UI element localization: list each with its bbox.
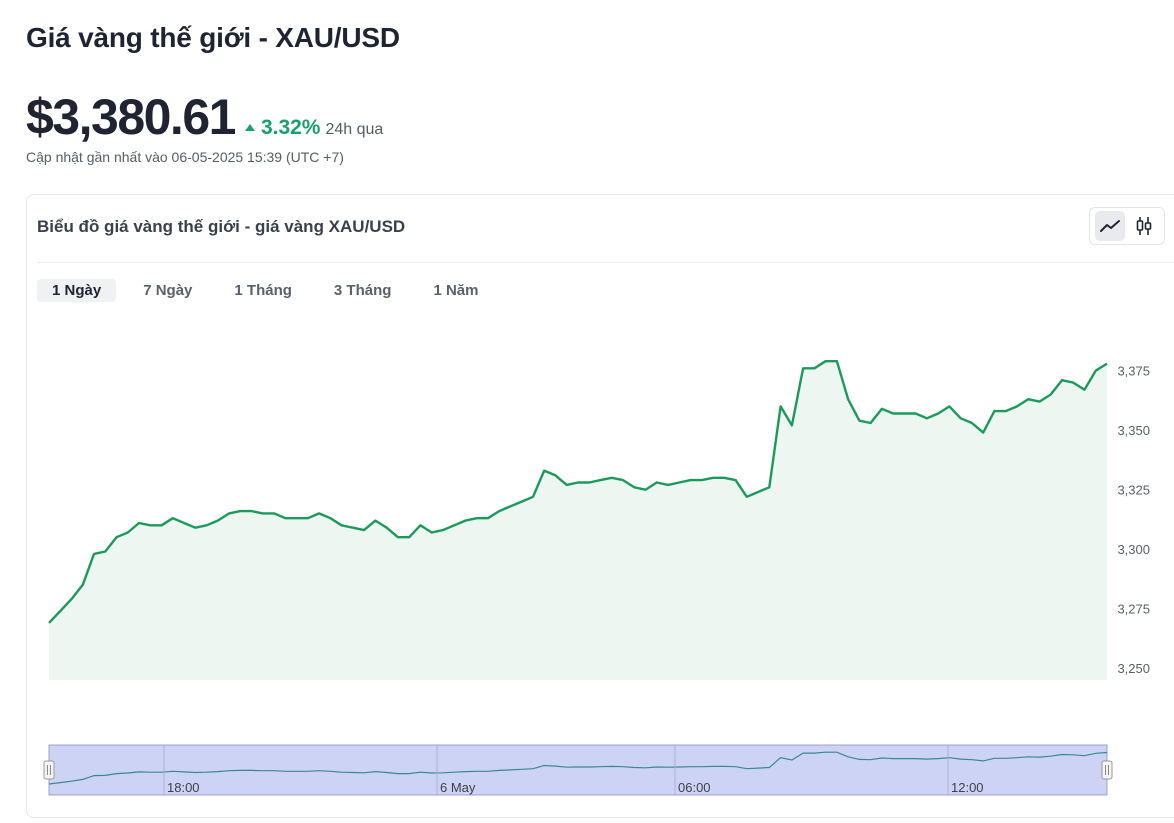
page-title: Giá vàng thế giới - XAU/USD	[26, 22, 400, 53]
y-tick-label: 3,350	[1117, 423, 1150, 438]
series-area	[49, 361, 1107, 680]
change-period: 24h qua	[325, 121, 384, 138]
series-line	[48, 360, 1108, 624]
y-tick-label: 3,300	[1117, 542, 1150, 557]
y-tick-label: 3,275	[1117, 602, 1150, 617]
line-chart-icon	[1100, 220, 1120, 232]
candlestick-icon	[1136, 217, 1152, 235]
y-tick-label: 3,325	[1117, 483, 1150, 498]
tab-1-day[interactable]: 1 Ngày	[37, 279, 117, 302]
y-tick-label: 3,375	[1117, 364, 1150, 379]
time-range-tabs: 1 Ngày 7 Ngày 1 Tháng 3 Tháng 1 Năm	[37, 279, 505, 302]
y-tick-label: 3,250	[1117, 661, 1150, 676]
triangle-up-icon	[244, 124, 255, 131]
navigator-right-handle[interactable]	[1101, 760, 1113, 780]
navigator-tick-label: 18:00	[167, 780, 200, 795]
tab-1-month[interactable]: 1 Tháng	[234, 282, 292, 299]
navigator-tick-label: 6 May	[440, 780, 476, 795]
line-chart-button[interactable]	[1095, 211, 1125, 241]
change-percent: 3.32%	[260, 116, 321, 139]
navigator-series-line	[48, 751, 1108, 785]
tab-7-days[interactable]: 7 Ngày	[143, 282, 193, 299]
card-divider	[37, 262, 1174, 263]
candlestick-chart-button[interactable]	[1129, 211, 1159, 241]
chart-mode-toggle	[1089, 207, 1165, 245]
price-change: 3.32% 24h qua	[244, 116, 384, 140]
tab-3-months[interactable]: 3 Tháng	[333, 282, 392, 299]
current-price: $3,380.61	[26, 89, 236, 145]
navigator-tick-label: 06:00	[678, 780, 711, 795]
chart-card-title: Biểu đồ giá vàng thế giới - giá vàng XAU…	[37, 217, 406, 236]
price-summary: $3,380.61 3.32% 24h qua	[26, 88, 383, 146]
navigator-left-handle[interactable]	[43, 760, 55, 780]
last-updated: Cập nhật gần nhất vào 06-05-2025 15:39 (…	[26, 149, 344, 165]
navigator-tick-label: 12:00	[951, 780, 984, 795]
tab-1-year[interactable]: 1 Năm	[433, 282, 479, 299]
